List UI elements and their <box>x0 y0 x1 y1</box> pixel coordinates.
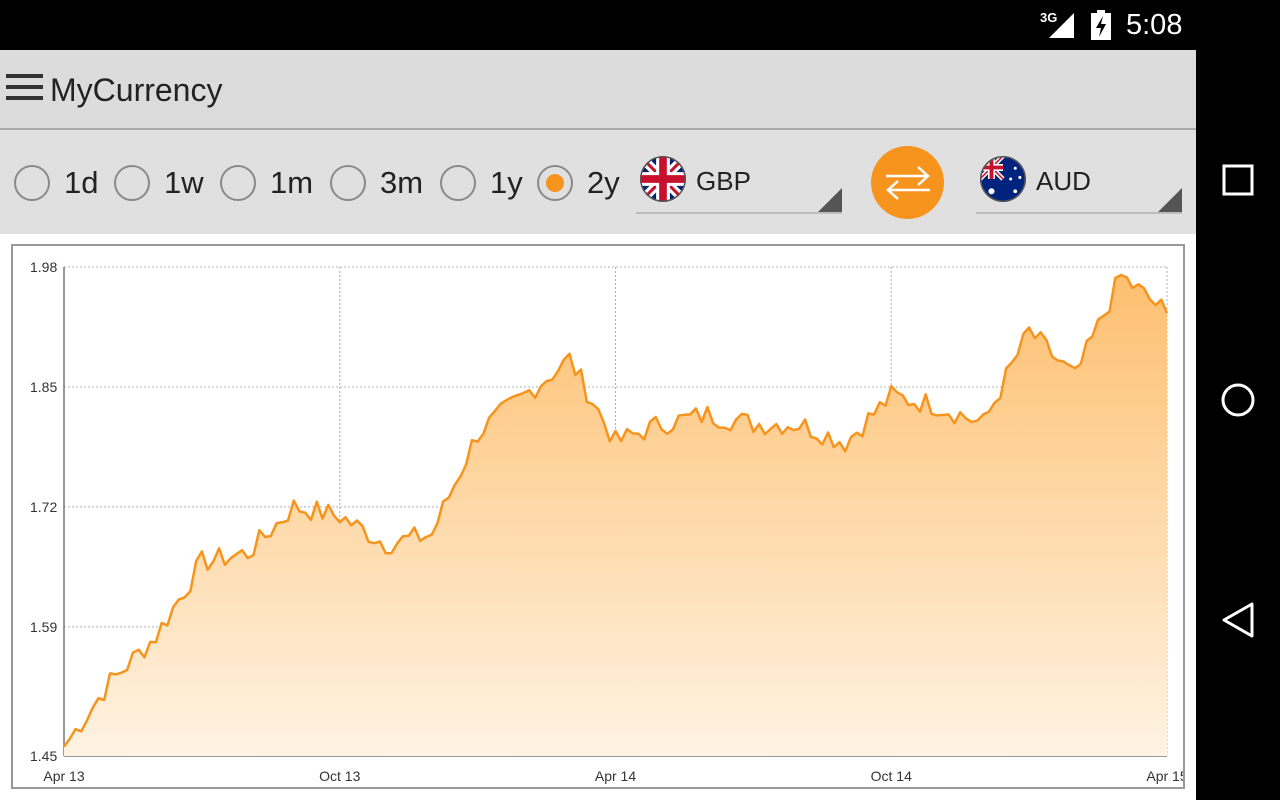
radio-circle[interactable] <box>14 165 50 201</box>
period-label: 1w <box>164 165 204 200</box>
period-label: 1d <box>64 165 99 200</box>
dropdown-arrow-icon <box>818 188 842 212</box>
from-currency-code: GBP <box>696 166 751 196</box>
radio-circle[interactable] <box>440 165 476 201</box>
y-tick-label: 1.59 <box>30 619 57 635</box>
y-tick-label: 1.72 <box>30 499 57 515</box>
back-icon <box>1222 602 1254 638</box>
recent-apps-button[interactable] <box>1214 156 1262 204</box>
swap-currencies-button[interactable] <box>871 146 944 219</box>
radio-circle[interactable] <box>220 165 256 201</box>
chart-svg: 1.98 1.85 1.72 1.59 1.45 Apr 13 Oct 13 Apr 14 Oc… <box>30 259 1183 784</box>
period-label: 3m <box>380 165 424 200</box>
hamburger-menu-icon[interactable] <box>6 74 44 106</box>
home-icon <box>1221 383 1255 417</box>
period-label: 2y <box>587 165 620 200</box>
signal-icon: 3G <box>1040 10 1076 40</box>
period-label: 1y <box>490 165 523 200</box>
chart-panel: 1.98 1.85 1.72 1.59 1.45 Apr 13 Oct 13 Apr 14 Oc… <box>0 234 1196 800</box>
period-radio-1w[interactable]: 1w <box>114 164 204 202</box>
x-tick-label: Oct 13 <box>319 768 360 784</box>
status-time: 5:08 <box>1126 9 1183 41</box>
period-radio-1y[interactable]: 1y <box>440 164 523 202</box>
x-tick-label: Oct 14 <box>871 768 912 784</box>
uk-flag-icon <box>640 156 686 202</box>
y-tick-label: 1.98 <box>30 259 57 275</box>
from-currency-spinner[interactable]: GBP <box>636 154 842 214</box>
exchange-rate-chart[interactable]: 1.98 1.85 1.72 1.59 1.45 Apr 13 Oct 13 Apr 14 Oc… <box>11 244 1185 789</box>
dropdown-arrow-icon <box>1158 188 1182 212</box>
home-button[interactable] <box>1214 376 1262 424</box>
series-area <box>64 275 1167 756</box>
swap-arrows-icon <box>885 165 930 200</box>
status-bar: 3G 5:08 <box>0 0 1196 50</box>
radio-circle-checked[interactable] <box>537 165 573 201</box>
australia-flag-icon <box>980 156 1026 202</box>
series-line <box>62 273 1169 748</box>
to-currency-spinner[interactable]: AUD <box>976 154 1182 214</box>
period-radio-3m[interactable]: 3m <box>330 164 423 202</box>
y-tick-label: 1.85 <box>30 379 57 395</box>
network-type-label: 3G <box>1040 10 1058 25</box>
x-tick-label: Apr 15 <box>1146 768 1183 784</box>
app-screen: 3G 5:08 MyCurrency 1d 1w <box>0 0 1196 800</box>
back-button[interactable] <box>1214 596 1262 644</box>
to-currency-code: AUD <box>1036 166 1091 196</box>
action-bar: MyCurrency <box>0 50 1196 130</box>
x-tick-label: Apr 13 <box>43 768 84 784</box>
app-title: MyCurrency <box>50 72 223 108</box>
radio-circle[interactable] <box>114 165 150 201</box>
radio-circle[interactable] <box>330 165 366 201</box>
controls-bar: 1d 1w 1m 3m 1y 2y <box>0 132 1196 234</box>
period-radio-2y[interactable]: 2y <box>537 164 620 202</box>
period-radio-1d[interactable]: 1d <box>14 164 98 202</box>
battery-charging-icon <box>1090 10 1112 40</box>
period-label: 1m <box>270 165 314 200</box>
recent-apps-icon <box>1222 164 1254 196</box>
period-radio-1m[interactable]: 1m <box>220 164 313 202</box>
x-tick-label: Apr 14 <box>595 768 636 784</box>
navigation-bar <box>1196 0 1280 800</box>
y-tick-label: 1.45 <box>30 748 57 764</box>
